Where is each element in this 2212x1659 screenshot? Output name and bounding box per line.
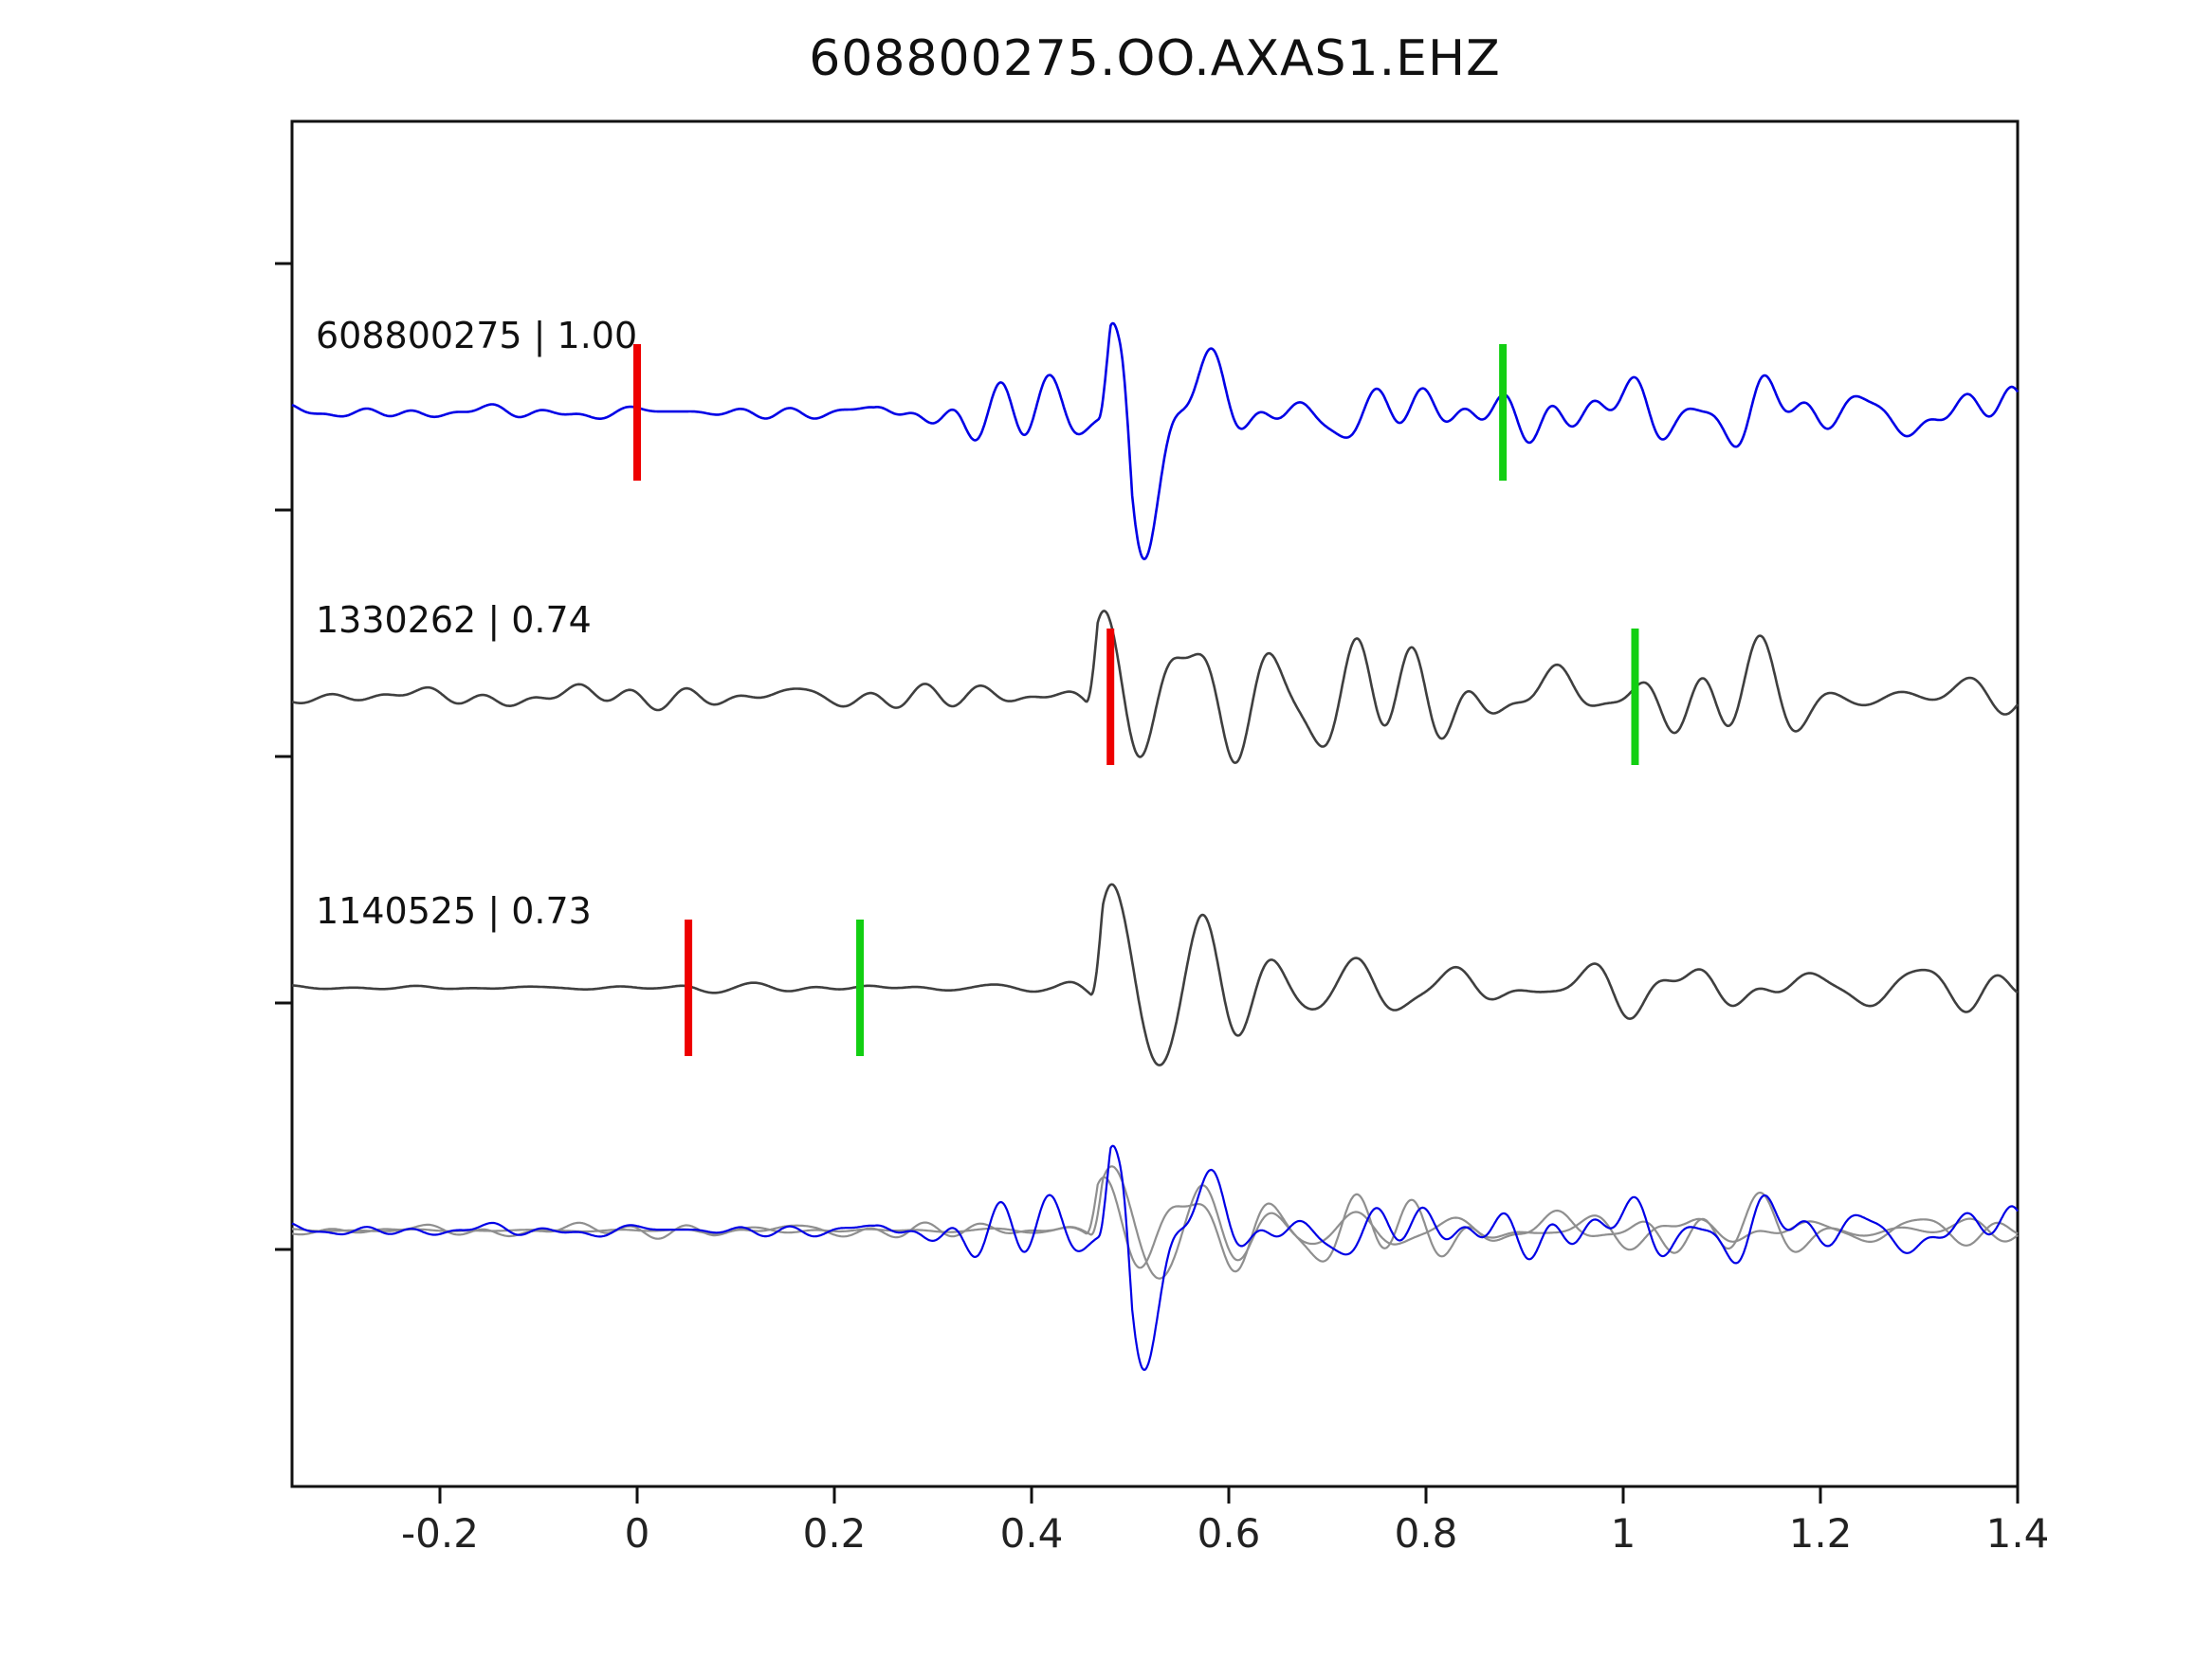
x-axis-tick-label: 0.4 [1000, 1510, 1064, 1557]
waveform-trace-1330262 [291, 610, 2020, 764]
waveform-trace-1140525 [291, 883, 2019, 1066]
x-axis-tick-label: 0.2 [803, 1510, 867, 1557]
figure-title: 608800275.OO.AXAS1.EHZ [809, 30, 1501, 87]
overlay-trace-1330262 [291, 1176, 2019, 1273]
waveform-trace-608800275 [291, 321, 2020, 560]
overlay-trace-608800275 [291, 1144, 2019, 1372]
x-axis-tick-label: -0.2 [401, 1510, 479, 1557]
x-axis-tick-label: 0.8 [1395, 1510, 1458, 1557]
overlay-trace-1140525 [292, 1165, 2019, 1280]
x-axis-tick-label: 1.4 [1986, 1510, 2050, 1557]
x-axis-tick-label: 0.6 [1197, 1510, 1261, 1557]
x-axis-tick-label: 1 [1611, 1510, 1636, 1557]
trace-label-608800275: 608800275 | 1.00 [316, 315, 637, 357]
x-axis-tick-label: 0 [625, 1510, 650, 1557]
trace-label-1330262: 1330262 | 0.74 [316, 599, 592, 642]
axis-frame [290, 119, 2020, 1488]
trace-label-1140525: 1140525 | 0.73 [316, 890, 592, 933]
x-axis-tick-label: 1.2 [1789, 1510, 1853, 1557]
